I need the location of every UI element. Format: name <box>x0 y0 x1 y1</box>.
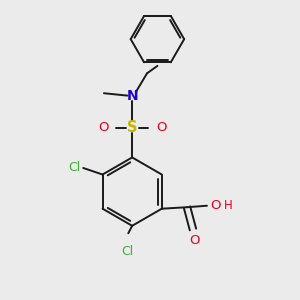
Text: O: O <box>189 234 200 247</box>
Text: S: S <box>127 120 137 135</box>
Text: N: N <box>126 88 138 103</box>
Text: O: O <box>98 121 108 134</box>
Text: O: O <box>210 199 220 212</box>
Text: Cl: Cl <box>68 160 80 174</box>
Text: Cl: Cl <box>122 245 134 258</box>
Text: O: O <box>156 121 166 134</box>
Text: H: H <box>224 199 232 212</box>
